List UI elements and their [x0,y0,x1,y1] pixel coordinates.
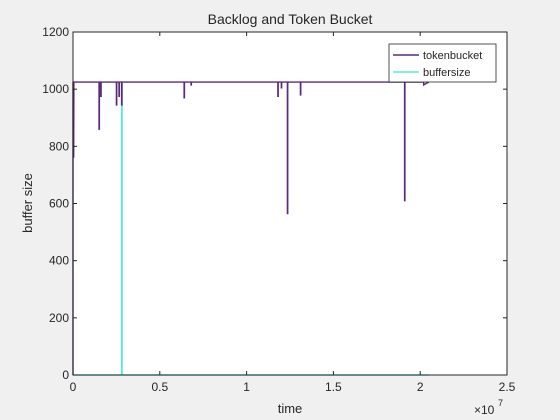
legend-label-tokenbucket: tokenbucket [423,50,482,62]
series-line-tokenbucket [72,81,430,375]
x-exponent-base: ×10 [474,403,495,417]
y-tick-label: 1200 [42,25,69,39]
y-tick-label: 200 [49,311,69,325]
y-axis: 0 200 400 600 800 1000 1200 [42,25,507,382]
x-tick-label: 1.5 [325,380,342,394]
legend-label-buffersize: buffersize [423,67,471,79]
legend: tokenbucket buffersize [388,43,497,83]
x-tick-label: 2 [417,380,424,394]
x-exponent: ×10 7 [474,398,503,417]
y-tick-label: 0 [62,368,69,382]
legend-box [388,43,497,83]
x-exponent-power: 7 [498,398,503,408]
x-axis-label: time [278,401,303,416]
x-tick-label: 0.5 [151,380,168,394]
x-tick-label: 0 [70,380,77,394]
y-tick-label: 400 [49,254,69,268]
y-tick-label: 600 [49,197,69,211]
x-tick-label: 1 [243,380,250,394]
y-tick-label: 1000 [42,82,69,96]
x-tick-label: 2.5 [499,380,516,394]
x-axis: 0 0.5 1 1.5 2 2.5 [70,32,516,394]
plot-area [73,32,507,375]
y-axis-label: buffer size [20,173,35,233]
chart-title: Backlog and Token Bucket [208,11,373,27]
y-tick-label: 800 [49,139,69,153]
